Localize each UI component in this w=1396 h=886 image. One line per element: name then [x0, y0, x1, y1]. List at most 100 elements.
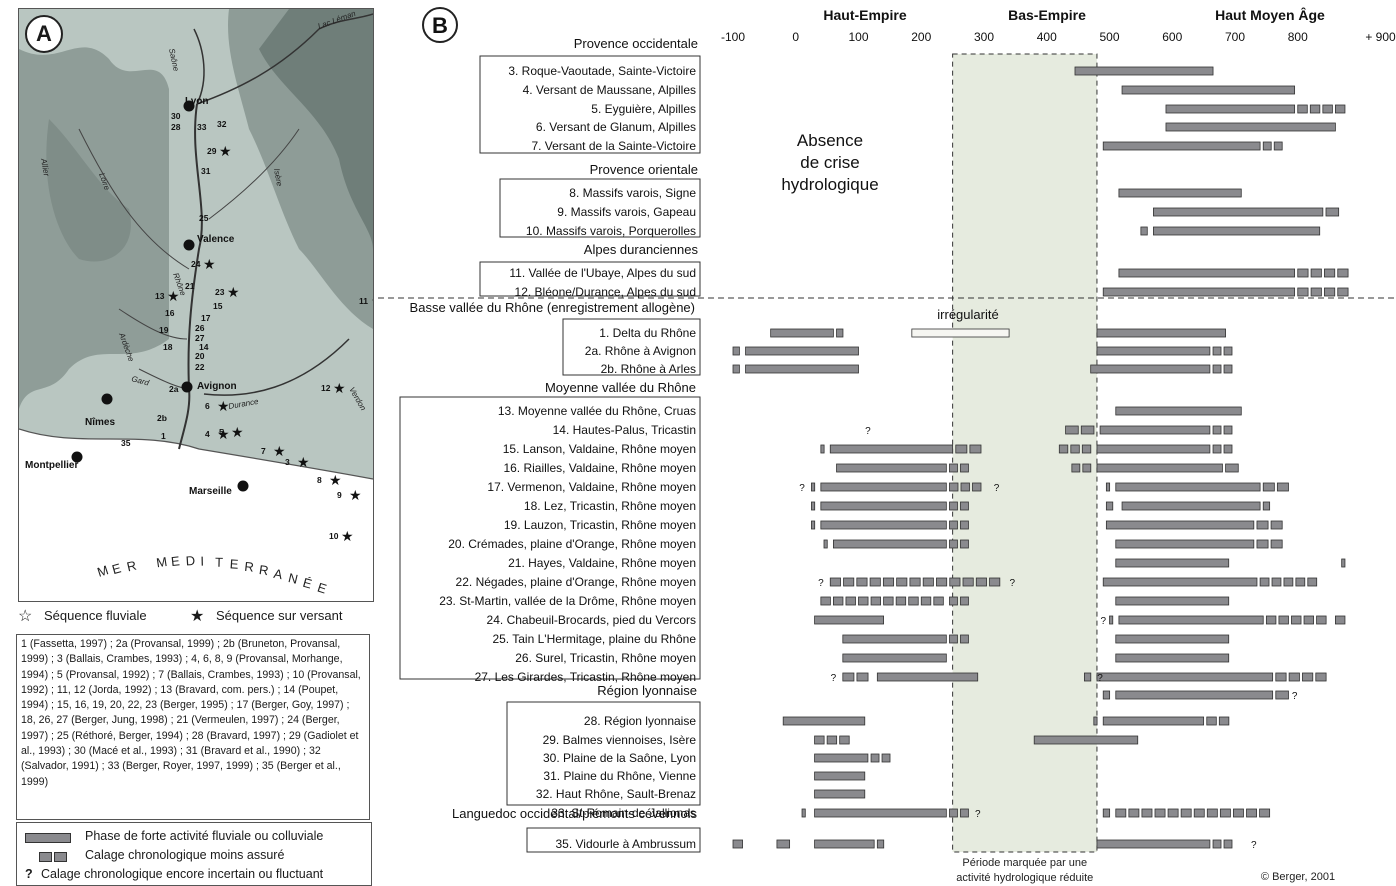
solid-bar [1115, 406, 1242, 416]
site-number: 6 [205, 401, 210, 411]
city-dot [237, 480, 249, 492]
dashed-bar-segment [869, 577, 881, 587]
site-number: 11 [359, 296, 368, 306]
dashed-bar-segment [949, 596, 958, 606]
solid-bar [1102, 577, 1258, 587]
solid-bar [829, 444, 954, 454]
dashed-bar-segment [858, 596, 869, 606]
site-number: 29 [207, 146, 217, 156]
site-number: 35 [121, 438, 131, 448]
legend-uncertain-label: Calage chronologique encore incertain ou… [41, 867, 324, 881]
solid-bar [1153, 207, 1324, 217]
irregularite-label: irrégularité [937, 307, 998, 322]
solid-bar [820, 520, 947, 530]
solid-bar [1096, 463, 1223, 473]
site-number: 5 [219, 427, 224, 437]
dashed-bar-segment [870, 596, 881, 606]
sea-label-char: D [185, 553, 196, 569]
dashed-bar-segment [908, 596, 919, 606]
dashed-bar-segment [856, 672, 869, 682]
solid-bar [814, 753, 869, 763]
site-label: 35. Vidourle à Ambrussum [555, 837, 696, 851]
dashed-bar-segment [1307, 577, 1318, 587]
solid-bar [1165, 122, 1336, 132]
absence-text: hydrologique [781, 175, 878, 194]
uncertain-mark: ? [1097, 673, 1103, 684]
dashed-bar-segment [922, 577, 934, 587]
site-number: 33 [197, 122, 207, 132]
axis-tick-label: + 900 [1365, 30, 1396, 44]
axis-tick-label: 700 [1225, 30, 1245, 44]
versant-star-icon: ★ [190, 608, 205, 625]
fluvial-label: Séquence fluviale [44, 608, 147, 623]
dashed-bar-segment [1273, 141, 1283, 151]
dashed-bar-segment [1246, 808, 1257, 818]
uncertain-mark: ? [1292, 691, 1298, 702]
group-title: Basse vallée du Rhône (enregistrement al… [410, 300, 695, 315]
dashed-bar-segment [1154, 808, 1166, 818]
city-dot [183, 100, 195, 112]
solid-bar [876, 672, 979, 682]
site-label: 31. Plaine du Rhône, Vienne [543, 769, 696, 783]
dashed-bar-segment [933, 596, 944, 606]
dashed-bar-segment [1212, 425, 1222, 435]
dashed-bar-segment [1081, 444, 1092, 454]
dashed-bar-segment [960, 634, 969, 644]
dashed-bar-segment [1259, 808, 1271, 818]
uncertain-mark: ? [975, 809, 981, 820]
dashed-bar-segment [1212, 444, 1222, 454]
site-number: 1 [161, 431, 166, 441]
dashed-bar-segment [1302, 672, 1314, 682]
dashed-bar-segment [1315, 672, 1327, 682]
city-label: Marseille [189, 486, 232, 497]
site-label: 2b. Rhône à Arles [601, 362, 696, 376]
site-number: 21 [185, 281, 195, 291]
site-number: 7 [261, 446, 266, 456]
dashed-bar-segment [1322, 104, 1333, 114]
dashed-bar-segment [1219, 808, 1231, 818]
versant-star-icon: ★ [203, 256, 216, 272]
group-box [506, 701, 701, 806]
dashed-bar-segment [1295, 577, 1306, 587]
site-number: 10 [329, 531, 339, 541]
site-number: 17 [201, 313, 211, 323]
solid-bar [1033, 735, 1139, 745]
solid-bar [1096, 328, 1226, 338]
dashed-bar-segment [845, 596, 856, 606]
site-number: 25 [199, 213, 209, 223]
axis-tick-label: -100 [721, 30, 745, 44]
site-number: 26 [195, 323, 205, 333]
site-label: 22. Négades, plaine d'Orange, Rhône moye… [456, 575, 696, 589]
dashed-bar-segment [1270, 520, 1283, 530]
site-number: 23 [215, 287, 225, 297]
site-label: 1. Delta du Rhône [599, 326, 696, 340]
dashed-bar-segment [1256, 539, 1269, 549]
sea-label-char: A [272, 566, 284, 583]
dashed-bar-segment [814, 735, 825, 745]
dashed-bar-segment [1325, 207, 1340, 217]
axis-tick-label: 200 [911, 30, 931, 44]
dashed-bar-segment [909, 577, 921, 587]
solid-bar [745, 364, 859, 374]
site-label: 15. Lanson, Valdaine, Rhône moyen [503, 442, 696, 456]
site-label: 33. St-Romain-de-Jallionas [551, 806, 696, 820]
dashed-bar-segment [829, 577, 841, 587]
axis-tick-label: 100 [848, 30, 868, 44]
dashed-bar-segment [1271, 577, 1282, 587]
sea-label-char: R [244, 559, 256, 575]
solid-bar [1096, 346, 1211, 356]
site-number: 16 [165, 308, 175, 318]
versant-star-icon: ★ [167, 288, 180, 304]
site-number: 32 [217, 119, 227, 129]
dashed-bar-segment [949, 501, 958, 511]
group-title: Languedoc occidental/piémonts cévennols [452, 806, 698, 821]
dashed-bar-segment [1102, 808, 1111, 818]
absence-text: de crise [800, 153, 860, 172]
dashed-bar-segment [1206, 716, 1217, 726]
solid-bar [1153, 226, 1321, 236]
period-label: Haut-Empire [823, 7, 906, 23]
dashed-bar-segment [969, 444, 982, 454]
dashed-bar-segment [1084, 672, 1092, 682]
dashed-bar-segment [1297, 287, 1309, 297]
panel-b-label: B [432, 13, 448, 38]
